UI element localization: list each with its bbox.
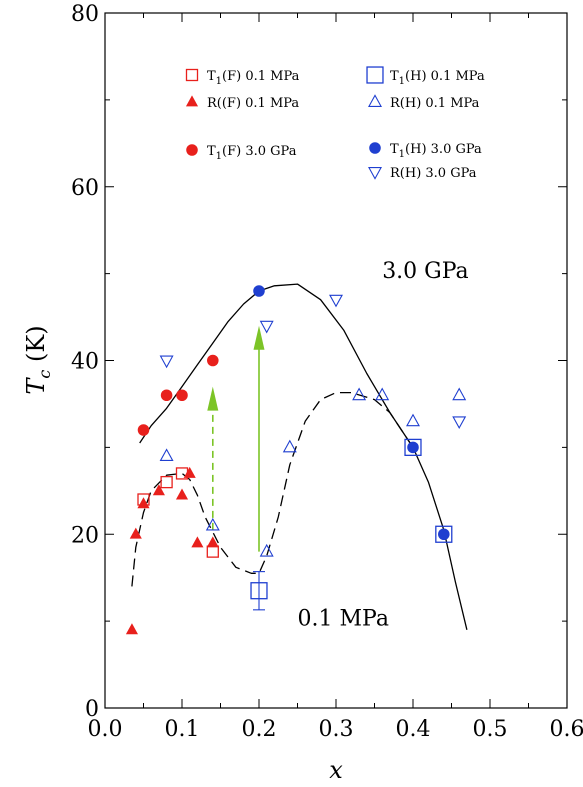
legend-marker bbox=[185, 95, 199, 107]
series-1-point bbox=[129, 527, 142, 539]
legend-item: T1(H) 0.1 MPa bbox=[366, 66, 485, 87]
legend-label-sub: 1 bbox=[216, 76, 222, 87]
data-points bbox=[125, 285, 467, 635]
plot-frame bbox=[104, 12, 568, 709]
fit-curves bbox=[131, 283, 468, 630]
series-5-point bbox=[253, 285, 265, 297]
x-tick-label: 0.4 bbox=[396, 717, 431, 742]
legend-label-main: R(H) 3.0 GPa bbox=[390, 166, 477, 181]
legend-label-rest: (H) 0.1 MPa bbox=[405, 69, 485, 84]
pressure-arrows bbox=[207, 325, 265, 552]
series-3-point bbox=[404, 438, 422, 456]
legend-label-sub: 1 bbox=[399, 76, 405, 87]
series-1-point bbox=[175, 488, 189, 500]
legend-label-main: R(H) 0.1 MPa bbox=[390, 96, 480, 111]
y-tick-label: 80 bbox=[71, 2, 99, 27]
legend-marker bbox=[369, 142, 381, 154]
legend-label: R(H) 0.1 MPa bbox=[390, 96, 480, 111]
legend-label-main: R((F) 0.1 MPa bbox=[207, 96, 299, 111]
series-4-point bbox=[352, 387, 367, 401]
series-1-point bbox=[183, 466, 196, 478]
legend-label: T1(H) 3.0 GPa bbox=[390, 142, 482, 160]
x-tick-label: 0.3 bbox=[319, 717, 354, 742]
arrow-head bbox=[207, 386, 219, 411]
solid-fit-curve bbox=[139, 283, 468, 630]
legend-label: R((F) 0.1 MPa bbox=[207, 96, 299, 111]
x-tick-label: 0.5 bbox=[473, 717, 508, 742]
legend-marker bbox=[366, 66, 384, 84]
y-tick-label: 40 bbox=[71, 350, 99, 375]
legend-item: T1(H) 3.0 GPa bbox=[369, 142, 482, 160]
series-0-point bbox=[206, 545, 219, 558]
series-2-point bbox=[207, 354, 219, 367]
legend-label-main: T bbox=[207, 69, 216, 84]
legend-item: T1(F) 0.1 MPa bbox=[185, 68, 300, 87]
series-4-point bbox=[406, 413, 420, 427]
x-tick-label: 0.2 bbox=[242, 717, 277, 742]
y-axis-label: Tc (K) bbox=[22, 325, 54, 394]
legend-marker bbox=[186, 144, 198, 156]
series-0-point bbox=[160, 475, 173, 489]
legend-label-rest: (F) 3.0 GPa bbox=[222, 144, 297, 159]
legend-item: R((F) 0.1 MPa bbox=[185, 95, 299, 111]
series-3-point bbox=[435, 525, 453, 543]
legend-label-sub: 1 bbox=[216, 151, 222, 162]
y-tick-label: 20 bbox=[71, 523, 99, 548]
series-5-point bbox=[407, 441, 419, 454]
legend-item: R(H) 0.1 MPa bbox=[368, 94, 480, 111]
series-4-point bbox=[375, 387, 390, 401]
series-1-point bbox=[137, 497, 150, 509]
legend-item: R(H) 3.0 GPa bbox=[368, 166, 477, 181]
series-5-point bbox=[438, 528, 450, 541]
series-2-point bbox=[176, 389, 188, 402]
y-axis-label-symbol: T bbox=[22, 377, 50, 395]
series-2-point bbox=[160, 389, 173, 402]
legend-label-sub: 1 bbox=[399, 149, 405, 160]
dashed-fit-curve bbox=[131, 391, 414, 587]
series-1-point bbox=[206, 536, 219, 548]
x-axis-label: x bbox=[329, 756, 343, 784]
series-4-point bbox=[205, 517, 220, 531]
series-6-point bbox=[259, 320, 274, 334]
y-tick-label: 60 bbox=[71, 176, 99, 201]
legend-marker bbox=[368, 94, 382, 107]
series-2-point bbox=[137, 424, 150, 436]
axis-ticks: 0.0 0.1 0.2 0.3 0.4 0.5 0.6 0 20 40 60 80 bbox=[71, 2, 583, 742]
legend-label-main: T bbox=[390, 142, 399, 157]
legend-marker bbox=[368, 167, 382, 180]
y-axis-label-subscript: c bbox=[35, 370, 54, 379]
series-1-point bbox=[125, 623, 138, 635]
series-1-point bbox=[191, 536, 204, 548]
annotations: 3.0 GPa 0.1 MPa bbox=[298, 259, 469, 632]
y-axis-label-unit: (K) bbox=[22, 325, 50, 369]
legend-label: R(H) 3.0 GPa bbox=[390, 166, 477, 181]
legend-label: T1(F) 0.1 MPa bbox=[207, 69, 300, 87]
legend-label-main: T bbox=[207, 144, 216, 159]
annotation-label: 3.0 GPa bbox=[382, 259, 469, 284]
series-6-point bbox=[159, 355, 174, 369]
series-4-point bbox=[282, 439, 297, 453]
legend-label-rest: (H) 3.0 GPa bbox=[405, 142, 482, 157]
legend-label: T1(F) 3.0 GPa bbox=[207, 144, 297, 162]
series-6-point bbox=[329, 294, 343, 308]
legend-label-rest: (F) 0.1 MPa bbox=[222, 69, 300, 84]
arrow-head bbox=[253, 325, 265, 350]
series-1-point bbox=[152, 484, 165, 496]
series-6-point bbox=[452, 416, 467, 430]
series-4-point bbox=[159, 448, 174, 462]
x-tick-label: 0.1 bbox=[165, 717, 200, 742]
legend-item: T1(F) 3.0 GPa bbox=[186, 144, 297, 162]
x-tick-label: 0.6 bbox=[550, 717, 583, 742]
annotation-label: 0.1 MPa bbox=[298, 606, 389, 631]
legend-label: T1(H) 0.1 MPa bbox=[390, 69, 485, 87]
series-4-point bbox=[259, 543, 274, 557]
series-4-point bbox=[452, 387, 467, 401]
x-tick-label: 0.0 bbox=[88, 717, 123, 742]
legend-marker bbox=[185, 68, 199, 82]
y-tick-label: 0 bbox=[85, 697, 99, 722]
legend-label-main: T bbox=[390, 69, 399, 84]
